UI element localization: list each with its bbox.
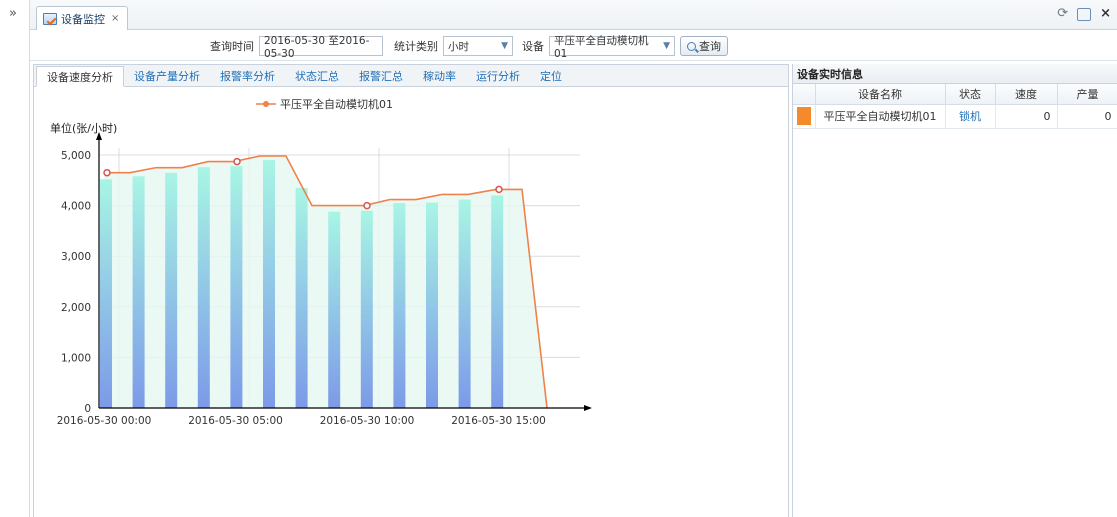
expand-icon[interactable]: » xyxy=(9,6,17,21)
y-tick-label: 0 xyxy=(84,403,91,415)
tab-analysis-5[interactable]: 稼动率 xyxy=(423,70,456,83)
time-range-input[interactable]: 2016-05-30 至2016-05-30 xyxy=(259,35,383,60)
speed-chart: 单位(张/小时) 平压平全自动模切机01 0 1,000 2,000 3,000 4,0… xyxy=(50,97,592,427)
column-header[interactable] xyxy=(793,84,816,105)
filter-bar: 查询时间 2016-05-30 至2016-05-30 统计类别 小时 ▼ 设备… xyxy=(30,31,1117,86)
data-point-marker xyxy=(495,185,503,194)
tab-analysis-4[interactable]: 报警汇总 xyxy=(359,70,403,83)
bar xyxy=(197,167,210,408)
bar xyxy=(165,172,178,408)
x-tick-label: 2016-05-30 00:00 xyxy=(57,415,152,427)
chevron-down-icon: ▼ xyxy=(663,41,670,51)
output-cell: 0 xyxy=(1057,104,1117,129)
device-select-value: 平压平全自动模切机01 xyxy=(554,34,649,60)
tab-analysis-6[interactable]: 运行分析 xyxy=(476,70,520,83)
y-tick-label: 4,000 xyxy=(61,201,91,213)
status-cell: 锁机 xyxy=(945,104,996,129)
x-tick-label: 2016-05-30 15:00 xyxy=(451,415,546,427)
monitor-icon xyxy=(43,12,57,25)
data-point-marker xyxy=(363,201,371,210)
realtime-table: 设备名称 状态 速度 产量 平压平全自动模切机01 锁机 0 0 xyxy=(793,84,1117,129)
column-header[interactable]: 产量 xyxy=(1057,84,1117,105)
refresh-icon[interactable]: ⟳ xyxy=(1057,6,1069,21)
tab-analysis-1[interactable]: 设备产量分析 xyxy=(134,70,200,83)
time-label: 查询时间 xyxy=(210,40,254,53)
speed-cell: 0 xyxy=(995,104,1058,129)
device-label: 设备 xyxy=(522,40,544,53)
table-row[interactable]: 平压平全自动模切机01 锁机 0 0 xyxy=(793,104,1117,129)
bar xyxy=(295,187,308,408)
tab-analysis-2[interactable]: 报警率分析 xyxy=(220,70,275,83)
device-color-swatch xyxy=(796,107,811,125)
tab-analysis-7[interactable]: 定位 xyxy=(540,70,562,83)
realtime-panel: 设备实时信息 设备名称 状态 速度 产量 平压平全自动模切机01 锁机 0 0 xyxy=(792,64,1117,517)
bar xyxy=(230,166,243,408)
chart-legend[interactable]: 平压平全自动模切机01 xyxy=(256,97,393,111)
bar xyxy=(100,179,112,408)
column-header[interactable]: 状态 xyxy=(945,84,996,105)
query-button[interactable]: 查询 xyxy=(680,36,728,56)
y-tick-label: 3,000 xyxy=(61,251,91,263)
maximize-icon[interactable] xyxy=(1077,7,1092,21)
y-axis-arrow xyxy=(96,132,102,140)
realtime-title: 设备实时信息 xyxy=(793,64,1117,84)
legend-label: 平压平全自动模切机01 xyxy=(280,97,393,111)
type-select-value: 小时 xyxy=(448,40,469,53)
y-tick-label: 5,000 xyxy=(61,150,91,162)
window-tabbar: 设备监控 × ⟳ × xyxy=(30,0,1117,30)
column-header[interactable]: 速度 xyxy=(995,84,1058,105)
bar xyxy=(132,176,145,408)
y-axis-label: 单位(张/小时) xyxy=(50,121,117,135)
query-button-label: 查询 xyxy=(699,40,721,53)
tab-close-icon[interactable]: × xyxy=(111,13,120,24)
tab-analysis-3[interactable]: 状态汇总 xyxy=(295,70,339,83)
y-tick-label: 2,000 xyxy=(61,302,91,314)
legend-marker xyxy=(263,101,269,107)
chevron-down-icon: ▼ xyxy=(501,41,508,51)
window-tools: ⟳ × xyxy=(1057,7,1111,21)
analysis-tabs: 设备速度分析 设备产量分析 报警率分析 状态汇总 报警汇总 稼动率 运行分析 定位 xyxy=(34,65,788,87)
search-icon xyxy=(687,41,696,51)
tab-device-monitor[interactable]: 设备监控 × xyxy=(36,6,129,30)
x-axis-arrow xyxy=(584,405,592,411)
type-select[interactable]: 小时 ▼ xyxy=(443,36,513,56)
tab-label: 设备监控 xyxy=(61,12,105,26)
bar xyxy=(393,203,406,408)
x-tick-label: 2016-05-30 10:00 xyxy=(320,415,415,427)
color-cell xyxy=(793,104,816,129)
tab-analysis-0[interactable]: 设备速度分析 xyxy=(36,66,124,87)
analysis-panel: 设备速度分析 设备产量分析 报警率分析 状态汇总 报警汇总 稼动率 运行分析 定位 单位(张/… xyxy=(33,64,789,517)
side-rail: » xyxy=(0,0,30,517)
bar xyxy=(458,199,471,408)
bar xyxy=(491,195,504,408)
bar xyxy=(263,160,275,408)
bar xyxy=(426,202,438,408)
type-label: 统计类别 xyxy=(394,40,438,53)
device-select[interactable]: 平压平全自动模切机01 ▼ xyxy=(549,35,675,60)
series-line xyxy=(104,155,548,409)
bar xyxy=(328,211,341,408)
close-icon[interactable]: × xyxy=(1100,6,1111,21)
data-point-marker xyxy=(103,168,111,177)
y-tick-label: 1,000 xyxy=(61,352,91,364)
bar xyxy=(360,210,373,408)
device-name-cell: 平压平全自动模切机01 xyxy=(815,104,946,129)
data-point-marker xyxy=(233,157,241,166)
x-tick-label: 2016-05-30 05:00 xyxy=(188,415,283,427)
column-header[interactable]: 设备名称 xyxy=(815,84,946,105)
